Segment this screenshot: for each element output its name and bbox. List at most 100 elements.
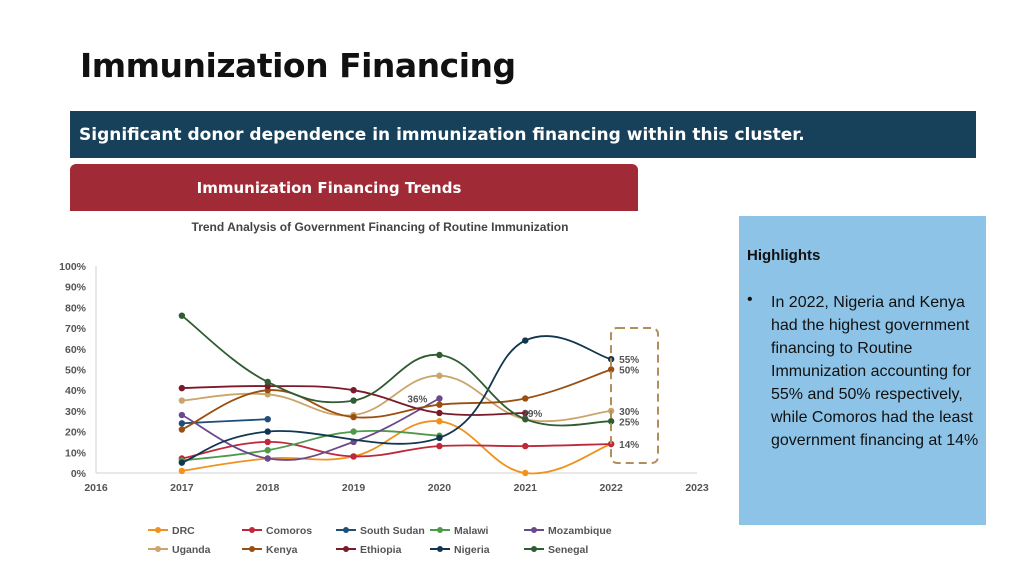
legend-swatch-marker	[437, 546, 443, 552]
legend-swatch-marker	[531, 546, 537, 552]
series-line-malawi	[181, 429, 440, 462]
legend-item-malawi: Malawi	[430, 525, 489, 537]
data-point-ethiopia	[178, 384, 186, 392]
legend-item-south-sudan: South Sudan	[336, 525, 425, 537]
highlight-box	[610, 327, 659, 464]
series-nigeria	[178, 335, 615, 466]
y-tick-label: 60%	[65, 344, 87, 356]
page-title: Immunization Financing	[80, 46, 516, 85]
data-point-senegal	[522, 415, 529, 423]
y-tick-label: 50%	[65, 365, 87, 377]
data-point-kenya	[436, 401, 443, 408]
legend-label: Nigeria	[454, 544, 490, 556]
legend-item-kenya: Kenya	[242, 544, 298, 556]
x-tick-label: 2021	[514, 482, 538, 494]
legend-swatch-marker	[155, 546, 161, 552]
data-point-mozambique	[436, 395, 443, 402]
data-point-malawi	[264, 447, 271, 454]
legend-item-uganda: Uganda	[148, 544, 211, 556]
legend-item-drc: DRC	[148, 525, 195, 537]
data-point-kenya	[607, 366, 615, 373]
x-tick-label: 2016	[84, 482, 108, 494]
data-point-drc	[522, 469, 529, 477]
x-tick-label: 2022	[599, 482, 623, 494]
y-tick-label: 90%	[65, 282, 87, 294]
data-point-senegal	[264, 378, 271, 386]
data-label: 50%	[619, 366, 639, 377]
chart-title: Trend Analysis of Government Financing o…	[192, 220, 569, 234]
x-tick-label: 2018	[256, 482, 280, 494]
y-tick-label: 80%	[65, 302, 87, 314]
data-point-comoros	[436, 442, 443, 450]
data-point-south-sudan	[264, 415, 271, 423]
legend-item-nigeria: Nigeria	[430, 544, 490, 556]
legend-label: Mozambique	[548, 525, 612, 537]
y-tick-label: 30%	[65, 406, 87, 418]
data-point-nigeria	[264, 428, 271, 435]
data-point-south-sudan	[178, 420, 186, 427]
legend-label: DRC	[172, 525, 195, 537]
legend-item-senegal: Senegal	[524, 544, 588, 556]
y-tick-label: 40%	[65, 385, 87, 397]
data-point-nigeria	[436, 434, 443, 442]
series-line-senegal	[181, 314, 612, 427]
legend-label: South Sudan	[360, 525, 425, 537]
series-uganda	[178, 372, 615, 423]
legend-swatch-marker	[343, 546, 349, 552]
data-point-drc	[436, 418, 443, 425]
legend-swatch-marker	[249, 527, 255, 533]
data-point-senegal	[607, 418, 615, 425]
data-point-malawi	[350, 428, 357, 435]
data-point-kenya	[178, 426, 186, 433]
data-label: 55%	[619, 355, 639, 366]
data-point-uganda	[178, 397, 186, 404]
series-line-uganda	[181, 374, 612, 423]
data-point-ethiopia	[436, 409, 443, 417]
x-tick-label: 2020	[428, 482, 452, 494]
legend-label: Kenya	[266, 544, 298, 556]
highlights-text: In 2022, Nigeria and Kenya had the highe…	[771, 294, 979, 449]
data-point-senegal	[178, 312, 186, 319]
y-tick-label: 10%	[65, 447, 87, 459]
data-point-senegal	[350, 397, 357, 404]
legend-item-comoros: Comoros	[242, 525, 312, 537]
x-tick-label: 2019	[342, 482, 366, 494]
series-line-kenya	[181, 368, 612, 431]
data-point-comoros	[350, 453, 357, 460]
banner-text: Significant donor dependence in immuniza…	[79, 124, 805, 145]
y-tick-label: 0%	[71, 468, 87, 480]
data-point-kenya	[350, 413, 357, 421]
y-tick-label: 100%	[59, 261, 87, 273]
data-label: 29%	[522, 409, 542, 420]
series-comoros	[178, 438, 615, 462]
series-drc	[178, 418, 615, 477]
series-south-sudan	[178, 415, 271, 427]
legend-label: Malawi	[454, 525, 489, 537]
data-point-mozambique	[264, 455, 271, 462]
data-point-drc	[178, 467, 186, 475]
legend-swatch-marker	[437, 527, 443, 533]
trend-chart: Trend Analysis of Government Financing o…	[59, 220, 709, 556]
series-line-mozambique	[181, 397, 440, 461]
data-point-uganda	[436, 372, 443, 379]
legend-label: Senegal	[548, 544, 588, 556]
series-senegal	[178, 312, 615, 427]
legend-label: Comoros	[266, 525, 312, 537]
data-point-nigeria	[178, 459, 186, 466]
x-tick-label: 2017	[170, 482, 194, 494]
chart-series-layer	[178, 312, 615, 477]
highlights-panel: Highlights • In 2022, Nigeria and Kenya …	[739, 216, 986, 525]
data-point-mozambique	[178, 411, 186, 419]
series-line-south-sudan	[181, 418, 268, 425]
y-tick-label: 20%	[65, 427, 87, 439]
bullet-marker: •	[747, 291, 753, 308]
legend-swatch-marker	[155, 527, 161, 533]
data-point-ethiopia	[350, 387, 357, 394]
series-line-drc	[181, 420, 612, 475]
legend-swatch-marker	[531, 527, 537, 533]
highlights-title: Highlights	[747, 247, 821, 264]
data-point-comoros	[264, 438, 271, 446]
series-line-comoros	[181, 440, 612, 460]
data-label: 25%	[619, 417, 639, 428]
data-label: 14%	[619, 440, 639, 451]
